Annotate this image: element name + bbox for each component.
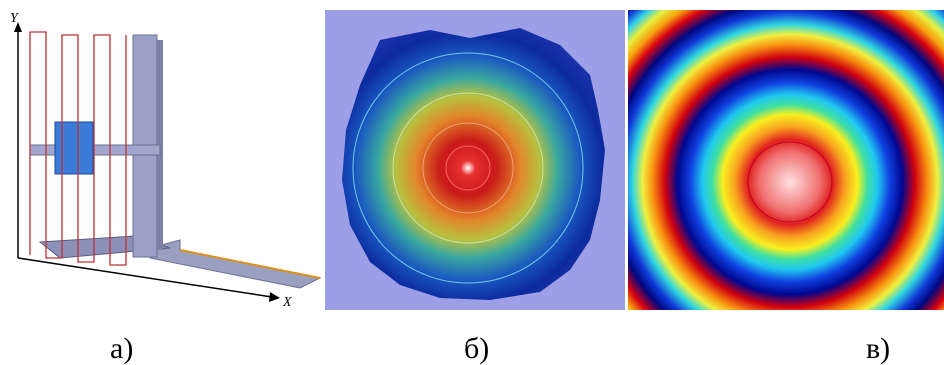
panel-a-drawing: Y X xyxy=(10,11,320,310)
figure: Y X а) б) в) xyxy=(0,0,944,365)
caption: б) xyxy=(464,332,489,365)
x-arrow xyxy=(269,292,280,302)
panel-b-image xyxy=(325,10,625,310)
panel-c-image xyxy=(628,10,944,310)
page: Y X а) б) в) (() => { const data = JSON.… xyxy=(0,0,944,365)
caption: а) xyxy=(110,332,133,365)
x-axis-label: X xyxy=(282,295,292,310)
caption: в) xyxy=(866,332,890,365)
heat-blob xyxy=(342,28,605,300)
probe xyxy=(55,122,93,174)
arm xyxy=(30,145,160,155)
rings xyxy=(628,10,944,310)
base xyxy=(150,240,320,288)
